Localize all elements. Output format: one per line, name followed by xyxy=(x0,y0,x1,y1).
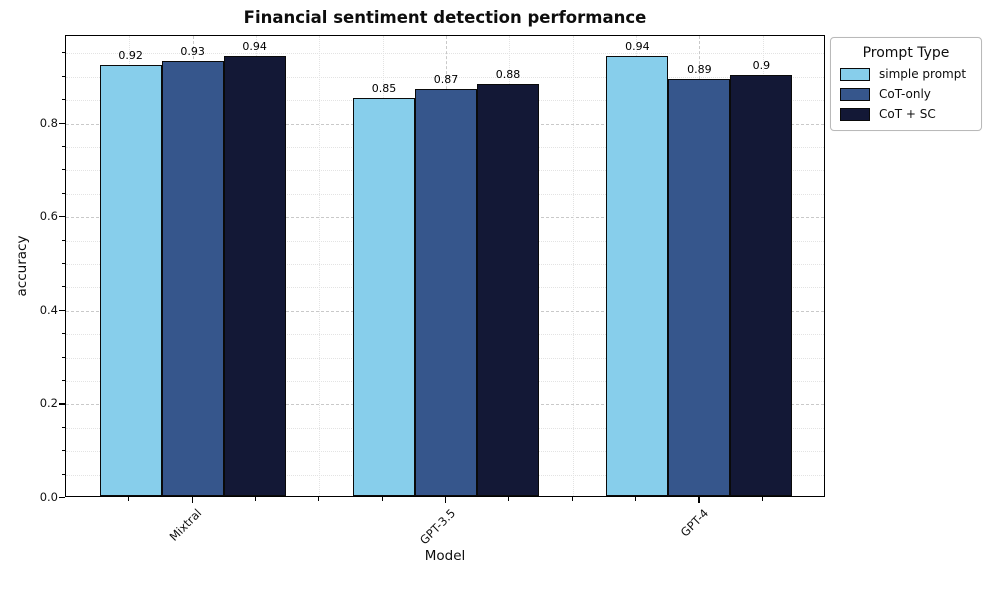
chart-title: Financial sentiment detection performanc… xyxy=(243,8,647,27)
y-minor-tick xyxy=(61,450,65,452)
y-minor-tick xyxy=(61,99,65,101)
legend-items: simple prompt CoT-only CoT + SC xyxy=(840,67,972,121)
legend-item: CoT + SC xyxy=(840,107,972,121)
x-minor-tick xyxy=(318,497,320,501)
x-minor-tick xyxy=(255,497,256,501)
x-minor-tick xyxy=(761,497,763,501)
legend: Prompt Type simple prompt CoT-only CoT + S… xyxy=(830,37,982,131)
legend-swatch xyxy=(840,107,870,121)
legend-item-label: CoT + SC xyxy=(879,107,936,121)
y-minor-tick xyxy=(61,286,65,288)
y-tick-label: 0.4 xyxy=(39,302,58,317)
y-minor-tick xyxy=(61,262,65,264)
legend-item-label: CoT-only xyxy=(879,87,931,101)
bar-value-label: 0.92 xyxy=(118,49,143,63)
x-minor-tick xyxy=(635,497,636,501)
legend-item: CoT-only xyxy=(840,87,972,101)
bar-value-label: 0.9 xyxy=(752,58,771,72)
y-axis-label: accuracy xyxy=(14,235,30,297)
y-minor-tick xyxy=(61,52,65,54)
x-axis-label: Model xyxy=(424,548,466,564)
x-tick-label: GPT-4 xyxy=(677,506,712,540)
x-major-tick xyxy=(191,497,193,503)
y-minor-tick xyxy=(61,169,65,171)
legend-swatch xyxy=(840,67,870,81)
plot-area: 0.92 0.93 0.94 0.85 0.87 0.88 0.94 0.89 0.9 xyxy=(65,35,825,497)
x-minor-tick xyxy=(571,497,573,501)
y-major-tick xyxy=(59,309,65,312)
bar-value-label: 0.94 xyxy=(625,40,650,53)
y-minor-tick xyxy=(61,473,65,475)
bar-value-label: 0.87 xyxy=(433,72,459,86)
y-minor-tick xyxy=(61,379,65,381)
y-minor-tick xyxy=(61,75,65,77)
bars-layer: 0.92 0.93 0.94 0.85 0.87 0.88 0.94 0.89 0.9 xyxy=(66,36,824,496)
legend-item-label: simple prompt xyxy=(879,67,967,81)
y-minor-tick xyxy=(61,145,65,147)
minor-vgridline xyxy=(572,36,574,496)
y-tick-label: 0.6 xyxy=(39,209,58,224)
y-tick-label: 0.8 xyxy=(39,115,58,130)
x-minor-tick xyxy=(508,497,510,501)
y-minor-tick xyxy=(61,426,65,428)
x-major-tick xyxy=(445,497,447,503)
y-major-tick xyxy=(59,122,65,124)
bar xyxy=(668,79,731,496)
minor-hgridline xyxy=(66,76,824,78)
x-minor-tick xyxy=(128,497,130,501)
x-minor-tick xyxy=(381,497,383,501)
y-tick-label: 0.0 xyxy=(39,490,58,504)
y-major-tick xyxy=(59,216,65,218)
y-tick-label: 0.2 xyxy=(39,396,58,411)
bar xyxy=(161,60,224,496)
bar-value-label: 0.89 xyxy=(687,63,712,77)
y-major-tick xyxy=(59,497,65,499)
bar-value-label: 0.85 xyxy=(371,82,397,96)
y-minor-tick xyxy=(61,333,65,335)
minor-hgridline xyxy=(66,53,824,55)
bar-value-label: 0.93 xyxy=(180,44,205,58)
bar xyxy=(606,56,669,496)
bar xyxy=(477,84,539,496)
bar xyxy=(223,56,286,496)
legend-title: Prompt Type xyxy=(862,45,950,61)
bar-value-label: 0.94 xyxy=(242,40,267,53)
x-tick-label: GPT-3.5 xyxy=(416,506,458,548)
y-minor-tick xyxy=(61,239,65,241)
bar xyxy=(415,88,477,496)
y-minor-tick xyxy=(61,356,65,358)
bar xyxy=(353,98,415,496)
minor-vgridline xyxy=(319,36,321,496)
x-major-tick xyxy=(698,497,700,503)
bar-value-label: 0.88 xyxy=(495,68,521,82)
legend-item: simple prompt xyxy=(840,67,972,81)
bar xyxy=(730,74,793,496)
x-tick-label: Mixtral xyxy=(166,506,205,544)
y-major-tick xyxy=(59,403,65,405)
bar xyxy=(99,65,162,496)
y-minor-tick xyxy=(61,192,65,194)
legend-swatch xyxy=(840,87,870,101)
